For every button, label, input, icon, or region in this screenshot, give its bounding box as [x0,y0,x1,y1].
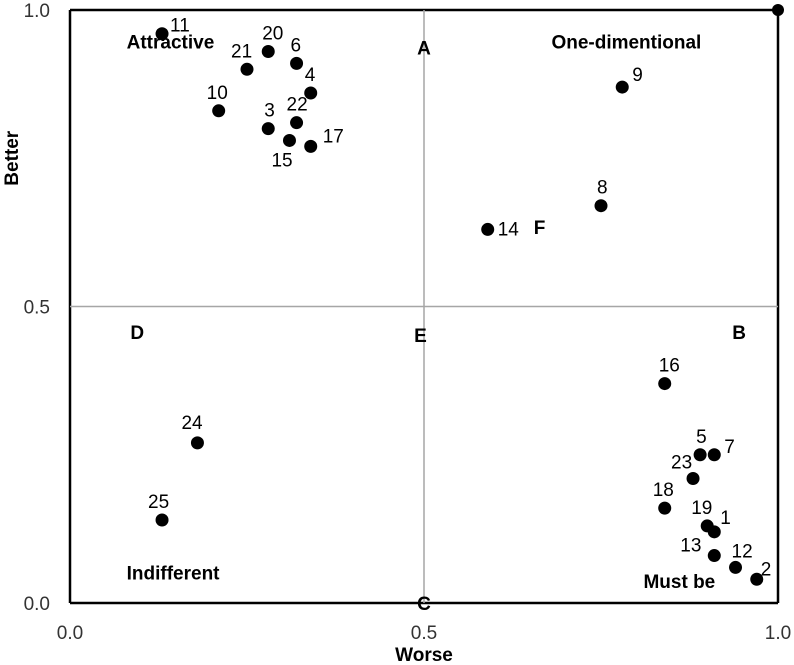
region-letter-b: B [732,323,746,344]
data-point-label: 7 [724,437,735,458]
data-point-label: 5 [696,427,707,448]
y-tick-label: 0.0 [24,594,50,615]
region-letter-a: A [417,38,431,59]
x-tick-label: 0.5 [411,623,437,644]
axes [68,8,780,605]
data-points: 11 20 21 64 10 22 3 17 15 9 8 14 16 5 7 23 18 19 1 13 12 2 24 2… [148,16,771,586]
data-point-label: 12 [732,541,753,562]
data-point-label: 22 [287,95,308,116]
data-point-label: 10 [207,83,228,104]
data-point-label: 13 [680,536,701,557]
data-point-label: 24 [181,413,203,434]
axis-corner-marker [772,4,784,16]
data-point-label: 19 [691,498,712,519]
data-point-17 [304,139,318,153]
data-point-4 [304,86,318,100]
region-letter-f: F [534,218,546,239]
data-point-label: 15 [271,150,292,171]
data-point-label: 2 [761,559,772,580]
region-letter-d: D [130,323,144,344]
data-point-9 [615,80,629,94]
data-point-14 [481,222,495,236]
data-point-8 [594,199,608,213]
data-point-label: 14 [498,219,520,240]
y-axis-title: Better [2,130,23,186]
data-point-23 [686,471,700,485]
data-point-label: 20 [262,24,283,45]
data-point-12 [729,560,743,574]
region-label-attractive: Attractive [127,33,215,54]
data-point-label: 4 [305,65,316,86]
data-point-18 [658,501,672,515]
region-letter-c: C [417,594,431,615]
data-point-label: 1 [720,508,731,529]
data-point-2 [750,572,764,586]
region-labels: Attractive One-dimentional Indifferent M… [127,33,746,616]
data-point-20 [261,45,275,59]
region-label-must-be: Must be [643,572,715,593]
data-point-label: 3 [264,101,275,122]
tick-labels: 0.0 0.5 1.0 0.0 0.5 1.0 [24,1,792,644]
data-point-label: 9 [632,65,643,86]
data-point-10 [212,104,226,118]
x-tick-label: 1.0 [765,623,791,644]
data-point-1 [707,525,721,539]
data-point-label: 6 [291,35,302,56]
data-point-label: 17 [323,126,344,147]
data-point-22 [290,116,304,130]
y-tick-label: 0.5 [24,298,50,319]
region-label-indifferent: Indifferent [127,563,221,584]
data-point-label: 25 [148,492,169,513]
data-point-24 [190,436,204,450]
data-point-label: 16 [659,356,680,377]
data-point-7 [707,448,721,462]
data-point-label: 18 [653,480,674,501]
data-point-13 [707,549,721,563]
y-tick-label: 1.0 [24,1,50,22]
region-letter-e: E [414,326,427,347]
data-point-label: 23 [671,452,692,473]
data-point-5 [693,448,707,462]
data-point-25 [155,513,169,527]
data-point-21 [240,62,254,76]
data-point-6 [290,56,304,70]
data-point-label: 8 [597,178,608,199]
data-point-15 [282,133,296,147]
data-point-label: 21 [231,41,252,62]
data-point-11 [155,27,169,41]
data-point-16 [658,377,672,391]
x-tick-label: 0.0 [57,623,83,644]
data-point-3 [261,122,275,136]
data-point-label: 11 [170,16,190,37]
x-axis-title: Worse [395,645,453,665]
region-label-one-dimensional: One-dimentional [551,33,701,54]
